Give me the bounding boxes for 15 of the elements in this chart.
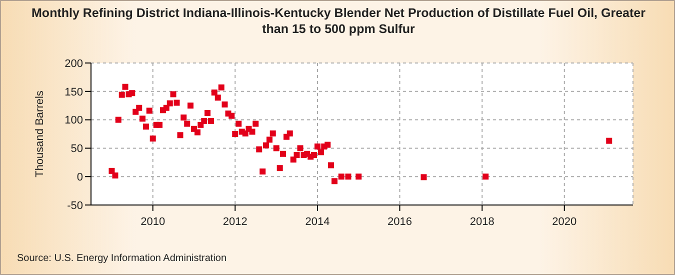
y-axis-title: Thousand Barrels <box>34 90 46 178</box>
y-tick-label: 150 <box>64 86 83 98</box>
y-tick-label: 0 <box>76 172 83 184</box>
y-tick-label: 200 <box>64 58 83 70</box>
y-tick-label: 50 <box>70 143 83 156</box>
x-tick-label: 2012 <box>222 216 248 228</box>
x-tick-label: 2010 <box>140 216 166 228</box>
x-tick-label: 2016 <box>388 216 412 228</box>
x-tick-label: 2014 <box>305 216 330 228</box>
source-note: Source: U.S. Energy Information Administration <box>17 253 227 264</box>
y-tick-label: 100 <box>64 114 83 127</box>
x-tick-label: 2018 <box>470 216 494 228</box>
x-tick-label: 2020 <box>552 216 577 228</box>
chart-title: Monthly Refining District Indiana-Illinois-Kentucky Blender Net Production of Distillate Fuel Oil, Greater than 15 to 500 ppm Sulfur <box>30 5 646 37</box>
y-tick-label: -50 <box>67 200 83 212</box>
